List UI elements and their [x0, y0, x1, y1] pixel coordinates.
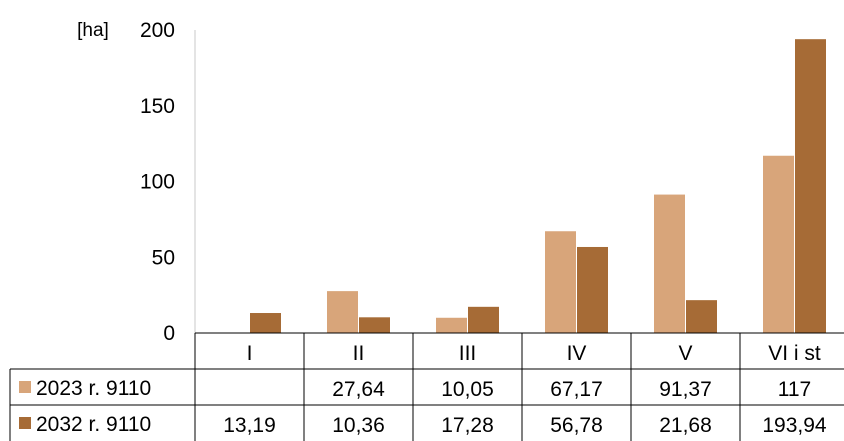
data-label-series1-2: 10,05 — [441, 378, 494, 401]
category-label-0: I — [247, 342, 253, 365]
data-label-series2-0: 13,19 — [223, 414, 276, 437]
bar-series2-4 — [686, 300, 717, 333]
bar-series1-3 — [545, 231, 576, 333]
data-label-series1-1: 27,64 — [332, 378, 385, 401]
y-tick-label-3: 150 — [140, 95, 175, 118]
bar-series2-2 — [468, 306, 499, 333]
data-label-series2-3: 56,78 — [550, 414, 603, 437]
y-tick-labels: 0 50 100 150 200 — [140, 19, 175, 345]
bars-group — [250, 39, 826, 333]
category-label-2: III — [459, 342, 477, 365]
category-label-5: VI i st — [768, 342, 821, 365]
bar-series1-1 — [327, 291, 358, 333]
data-label-series1-4: 91,37 — [659, 378, 712, 401]
legend-swatch-1 — [19, 381, 31, 393]
bar-series1-2 — [436, 317, 467, 333]
y-tick-label-4: 200 — [140, 19, 175, 42]
legend-swatch-2 — [19, 417, 31, 429]
bar-series2-1 — [359, 317, 390, 333]
legend-label-1: 2023 r. 9110 — [36, 377, 151, 400]
y-tick-label-2: 100 — [140, 171, 175, 194]
data-label-series2-5: 193,94 — [762, 414, 827, 437]
data-label-series2-2: 17,28 — [441, 414, 494, 437]
bar-series1-5 — [763, 155, 794, 333]
data-label-series1-3: 67,17 — [550, 378, 603, 401]
bar-series1-4 — [654, 194, 685, 333]
y-axis-label: [ha] — [77, 20, 109, 41]
data-label-series2-4: 21,68 — [659, 414, 712, 437]
category-label-4: V — [678, 342, 692, 365]
data-label-series2-1: 10,36 — [332, 414, 385, 437]
legend-label-2: 2032 r. 9110 — [36, 413, 151, 436]
y-tick-label-0: 0 — [163, 322, 175, 345]
category-label-1: II — [353, 342, 365, 365]
y-tick-label-1: 50 — [152, 246, 175, 269]
category-label-3: IV — [567, 342, 587, 365]
bar-series2-3 — [577, 246, 608, 333]
data-label-series1-5: 117 — [778, 378, 811, 401]
bar-series2-5 — [795, 39, 826, 333]
bar-series2-0 — [250, 313, 281, 333]
